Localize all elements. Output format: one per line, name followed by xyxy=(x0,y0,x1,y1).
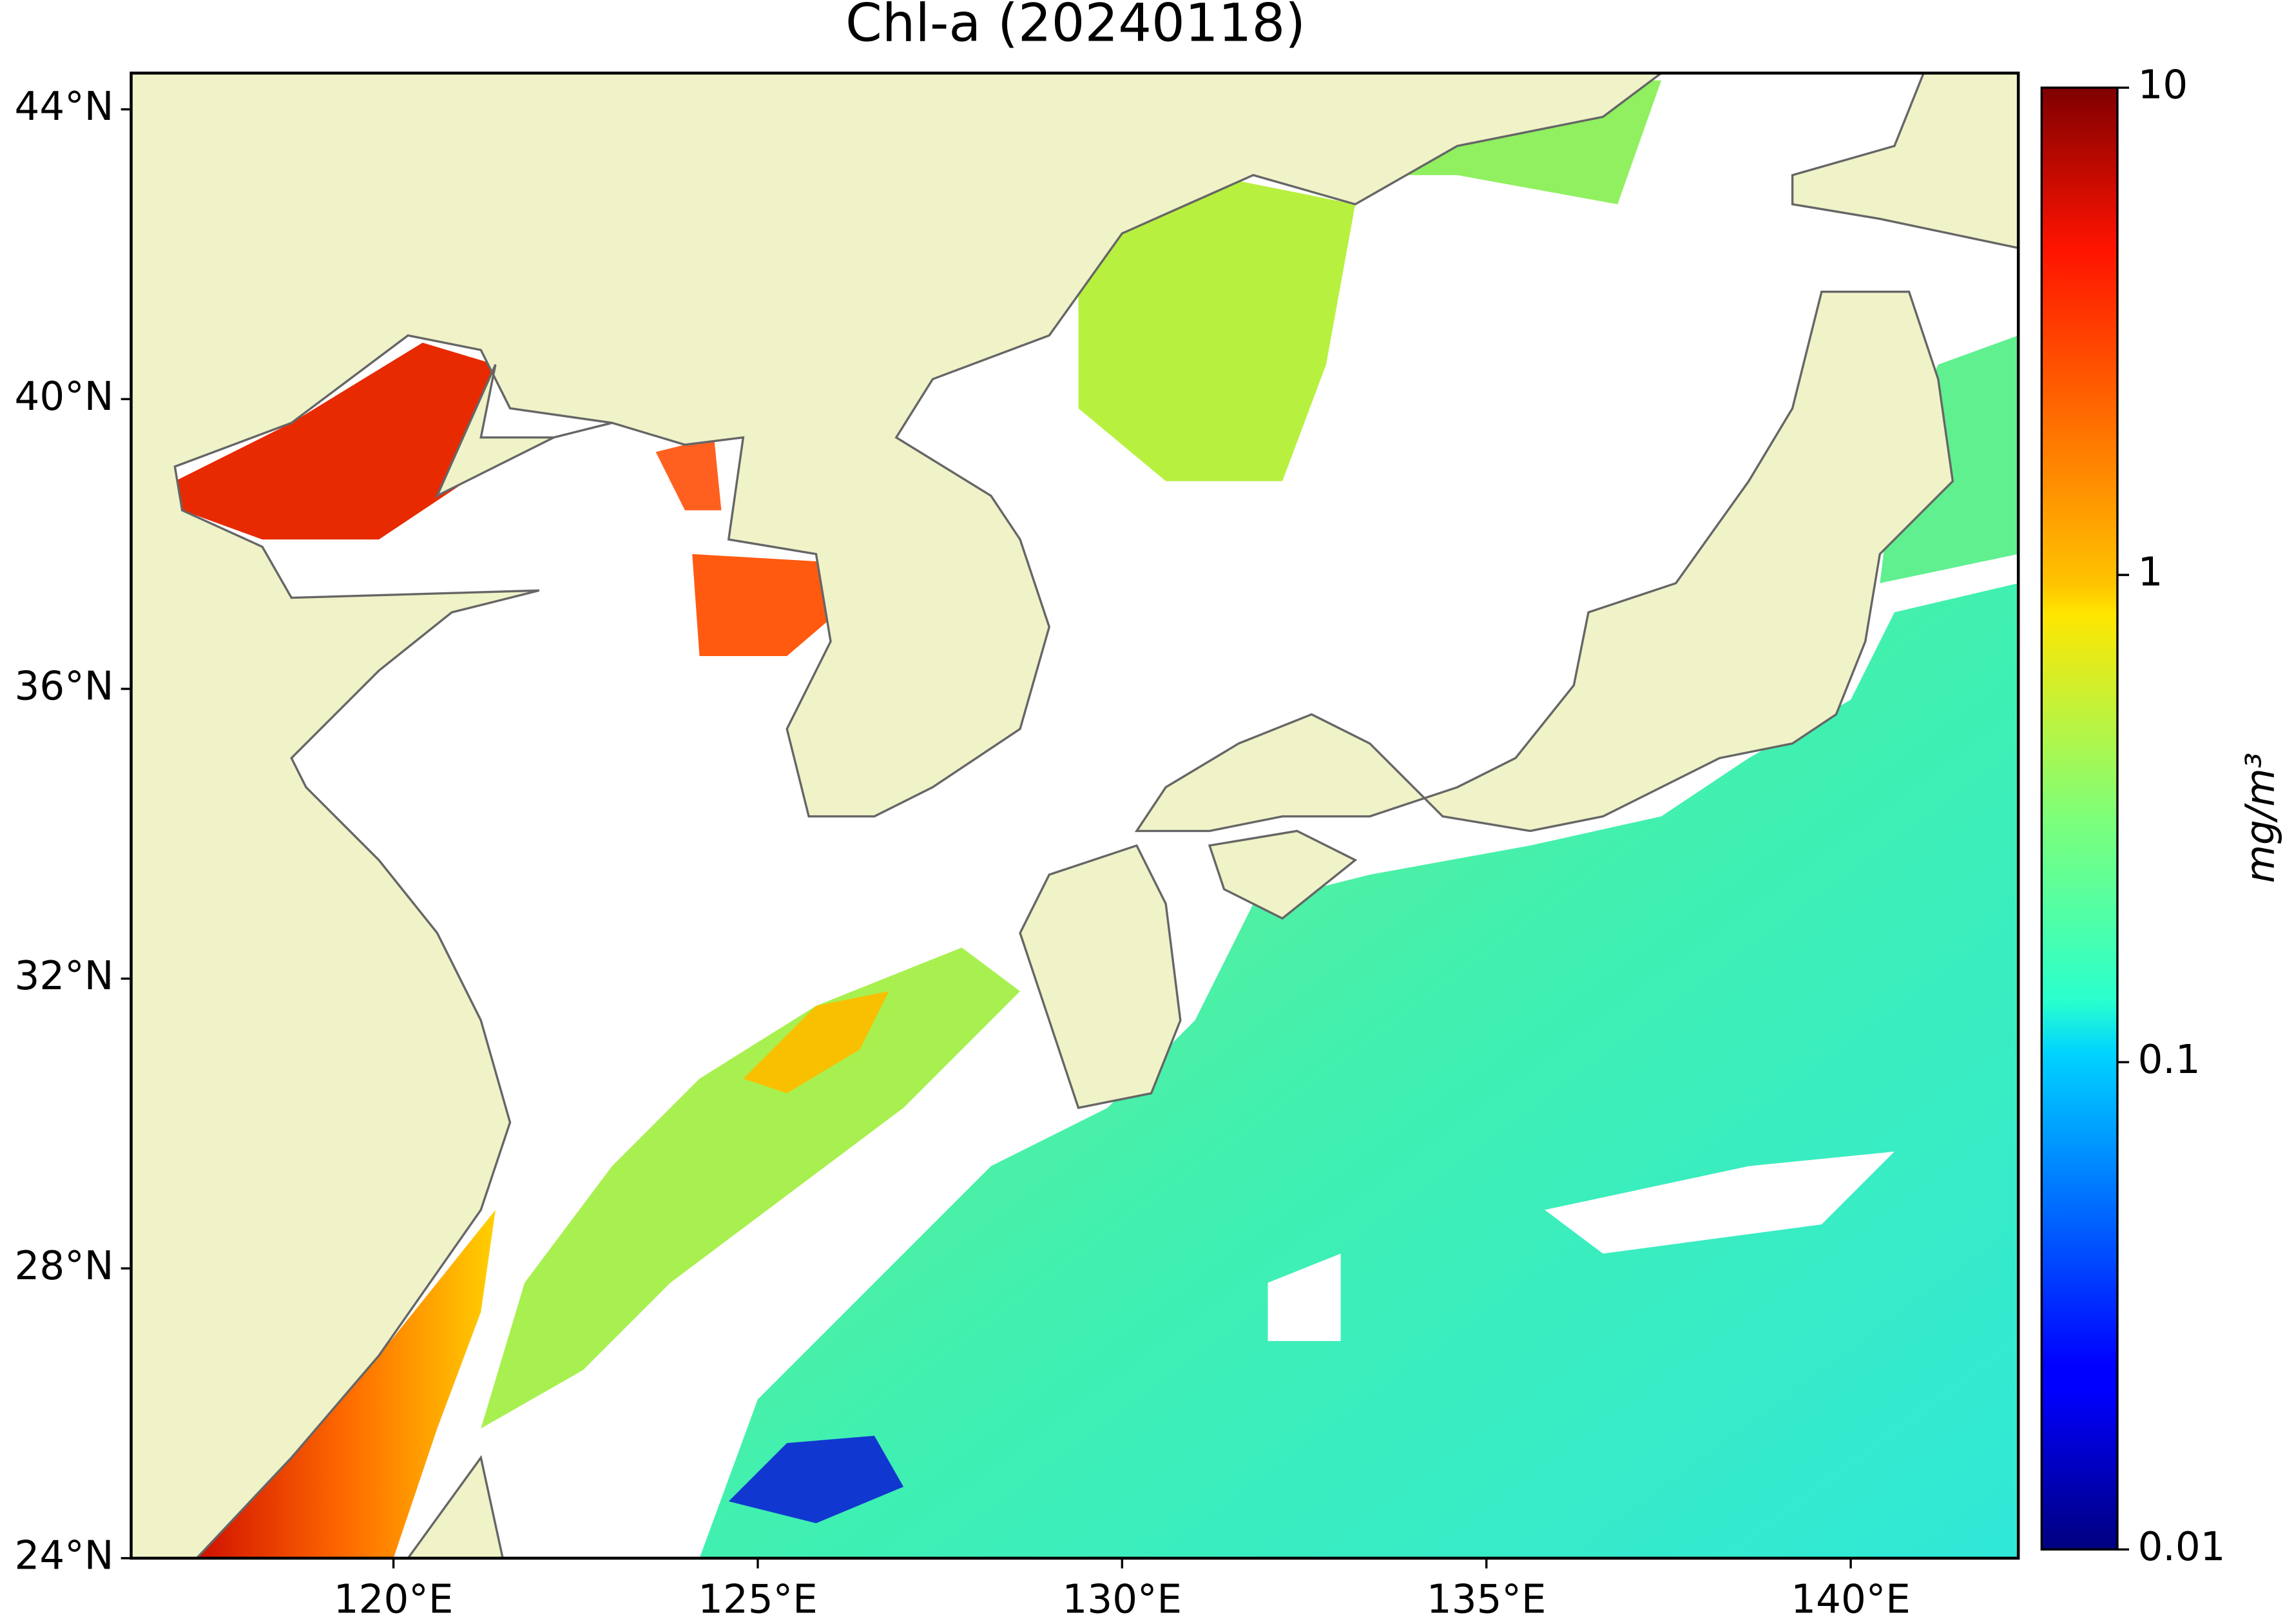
land-shikoku xyxy=(1208,829,1358,920)
land-kyushu xyxy=(1019,844,1182,1110)
land-mainland xyxy=(131,73,1663,1558)
chl-korea-west xyxy=(692,554,838,657)
y-tick-label: 36°N xyxy=(15,664,114,710)
x-tick-label: 130°E xyxy=(1063,1576,1182,1622)
y-tick-label: 28°N xyxy=(15,1243,114,1289)
land-honshu xyxy=(1134,290,1954,833)
colorbar-tick-label: 10 xyxy=(2138,63,2188,108)
x-tick-label: 125°E xyxy=(698,1576,818,1622)
colorbar-tick-label: 0.01 xyxy=(2138,1524,2226,1570)
plot-frame xyxy=(130,72,2020,1560)
colorbar-tick-label: 0.1 xyxy=(2138,1037,2201,1083)
chl-korea-bay xyxy=(655,437,722,510)
land-taiwan xyxy=(407,1455,504,1558)
chl-north-sea xyxy=(1078,175,1356,481)
x-tick-label: 120°E xyxy=(334,1576,454,1622)
land-hokkaido xyxy=(1791,73,2019,249)
y-tick-label: 32°N xyxy=(15,953,114,999)
x-tick-label: 140°E xyxy=(1791,1576,1911,1622)
colorbar xyxy=(2040,86,2119,1551)
chl-bohai xyxy=(175,342,496,540)
chart-title: Chl-a (20240118) xyxy=(845,0,1306,54)
chl-cloud-gap xyxy=(1545,1151,1895,1254)
x-tick-label: 135°E xyxy=(1427,1576,1547,1622)
colorbar-label: mg/m³ xyxy=(2238,753,2284,884)
colorbar-tick-label: 1 xyxy=(2138,550,2163,595)
chl-kuroshio-front xyxy=(743,991,889,1094)
y-tick-label: 40°N xyxy=(15,374,114,420)
y-tick-label: 24°N xyxy=(15,1532,114,1578)
chl-china-coast xyxy=(197,1210,496,1558)
chl-ecs-shelf xyxy=(481,947,1021,1429)
map-area xyxy=(131,73,2019,1558)
chl-open-ocean xyxy=(699,583,2019,1558)
y-tick-label: 44°N xyxy=(15,84,114,130)
